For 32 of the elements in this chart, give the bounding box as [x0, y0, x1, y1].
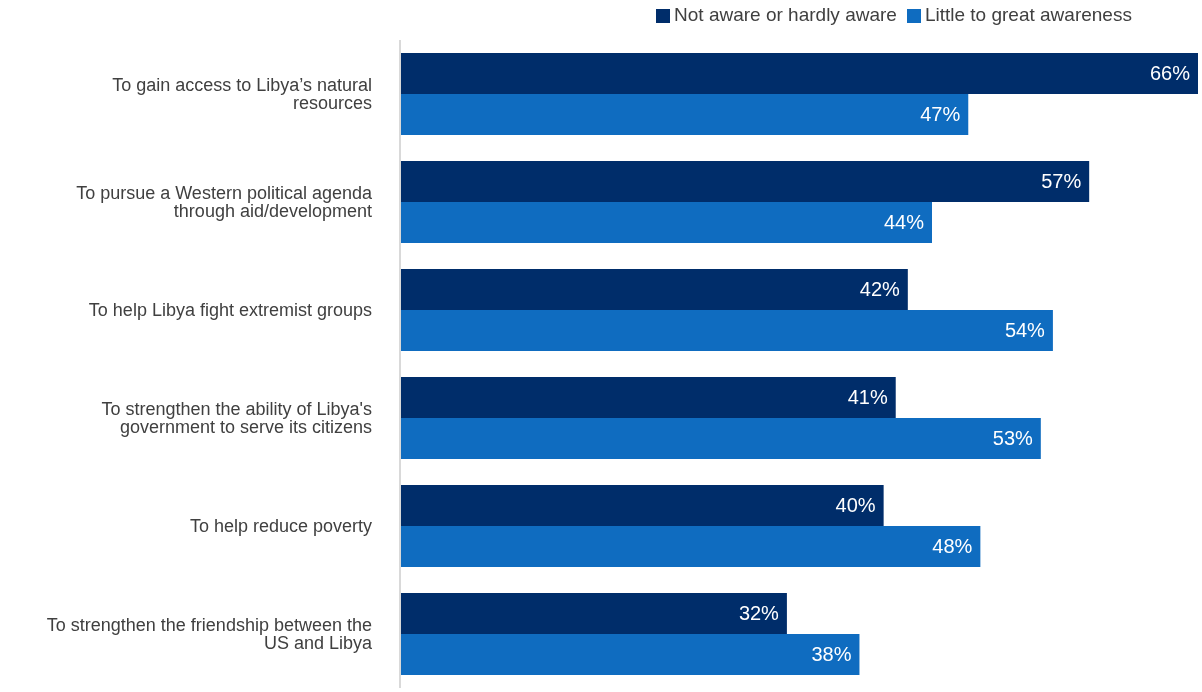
y-tick-label: To strengthen the ability of Libya's government to serve its citizens — [101, 399, 372, 438]
data-label: 38% — [811, 643, 852, 666]
legend-label: Not aware or hardly aware — [674, 4, 897, 25]
y-tick-label: To strengthen the friendship between the US and Libya — [46, 615, 373, 654]
data-label: 40% — [835, 494, 876, 517]
bar — [400, 376, 896, 418]
data-label: 42% — [859, 278, 901, 301]
y-tick-label: To help reduce poverty — [189, 516, 372, 537]
legend-label: Little to great awareness — [924, 4, 1132, 25]
data-label: 44% — [883, 211, 925, 234]
data-label: 54% — [1004, 319, 1046, 342]
data-label: 57% — [1041, 170, 1082, 193]
data-label: 48% — [932, 535, 973, 558]
bar — [400, 633, 860, 675]
bar — [400, 525, 981, 567]
bar — [400, 93, 969, 135]
data-label: 53% — [992, 427, 1034, 450]
bar — [400, 52, 1198, 94]
bar — [400, 417, 1041, 459]
y-tick-label: To gain access to Libya’s natural resources — [112, 75, 372, 114]
data-label: 66% — [1149, 62, 1191, 85]
data-label: 41% — [847, 386, 888, 409]
y-tick-label: To help Libya fight extremist groups — [88, 300, 372, 321]
y-tick-label: To pursue a Western political agenda through aid/development — [76, 183, 373, 222]
data-label: 32% — [738, 602, 780, 625]
bar — [400, 309, 1053, 351]
bar — [400, 592, 787, 634]
data-label: 47% — [920, 103, 961, 126]
bar — [400, 160, 1090, 202]
bar — [400, 201, 932, 243]
bar — [400, 484, 884, 526]
bar — [400, 268, 908, 310]
